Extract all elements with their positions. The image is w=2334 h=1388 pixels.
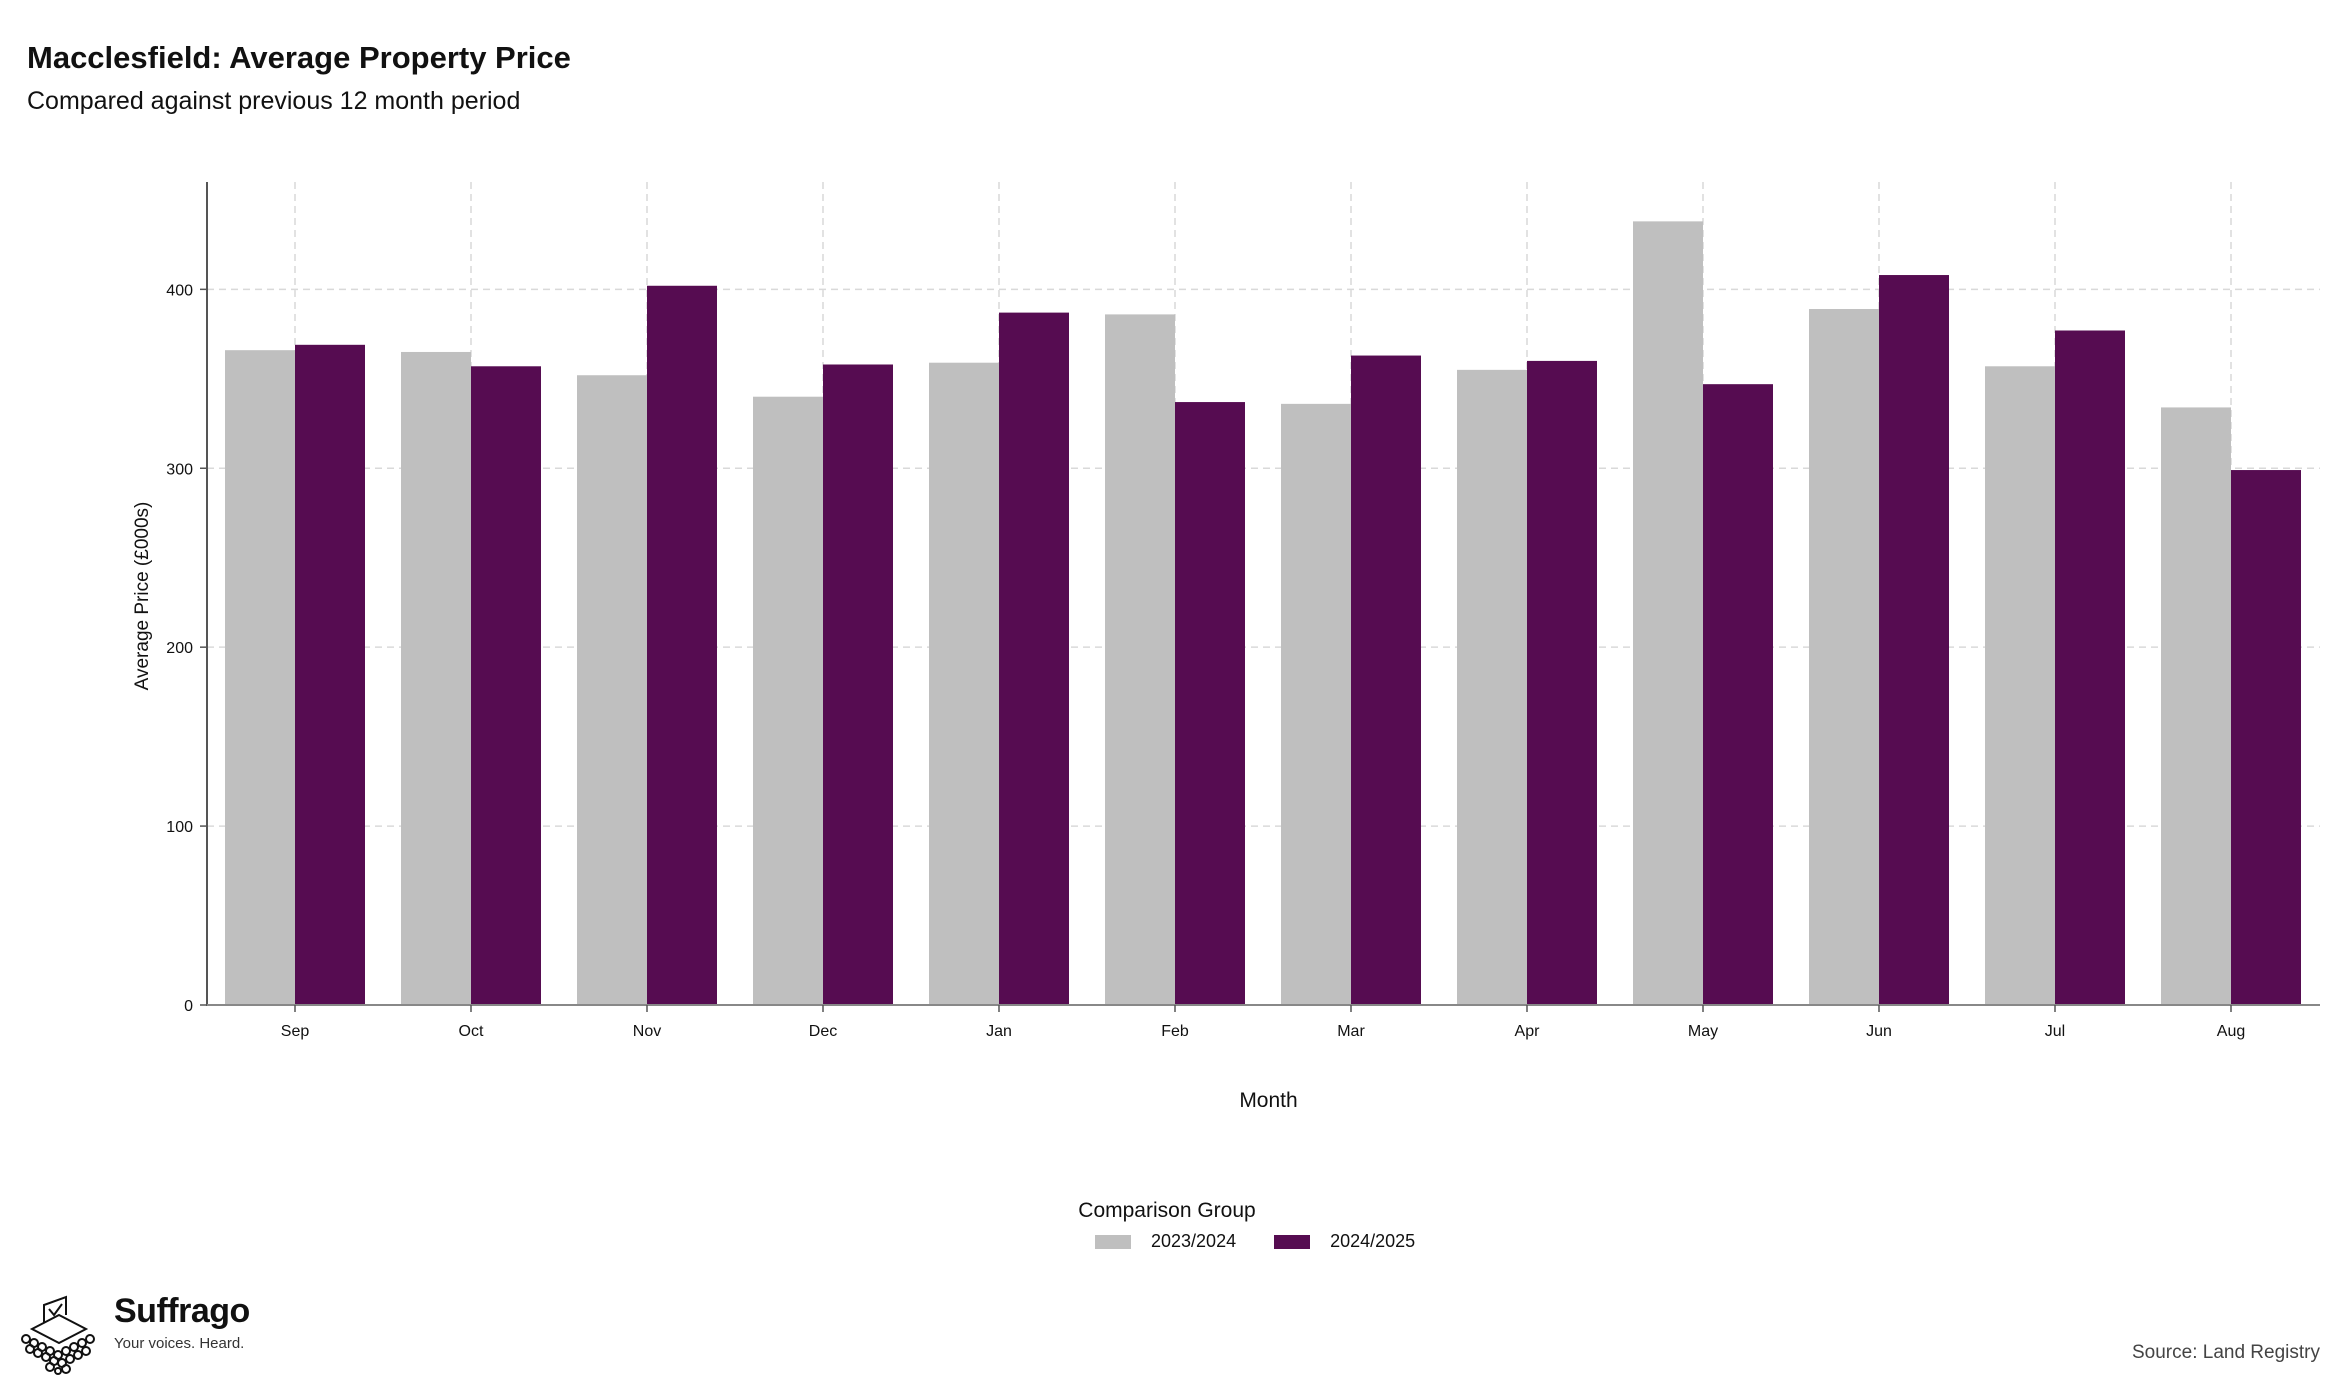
legend: 2023/2024 2024/2025	[1095, 1231, 1453, 1252]
legend-label-2024-2025: 2024/2025	[1330, 1231, 1416, 1251]
y-tick-label: 300	[166, 461, 193, 478]
x-tick-label: Aug	[2217, 1023, 2245, 1040]
x-tick-label: Mar	[1337, 1023, 1365, 1040]
x-tick-label: Sep	[281, 1023, 310, 1040]
bar-2024-2025-dec	[823, 364, 893, 1005]
y-tick-label: 100	[166, 819, 193, 836]
x-axis-title: Month	[1239, 1089, 1297, 1112]
x-tick-label: Jul	[2045, 1023, 2065, 1040]
bar-2024-2025-mar	[1351, 355, 1421, 1005]
bar-2024-2025-jul	[2055, 330, 2125, 1006]
y-tick-label: 200	[166, 640, 193, 657]
x-tick-label: May	[1688, 1023, 1718, 1040]
bar-2024-2025-aug	[2231, 470, 2301, 1005]
bar-2023-2024-dec	[753, 396, 823, 1005]
legend-title: Comparison Group	[1078, 1199, 1256, 1222]
x-tick-label: Feb	[1161, 1023, 1189, 1040]
x-tick-label: Apr	[1515, 1023, 1541, 1040]
brand-name: Suffrago	[114, 1292, 250, 1330]
bar-2023-2024-oct	[401, 351, 471, 1005]
legend-label-2023-2024: 2023/2024	[1151, 1231, 1237, 1251]
bar-2024-2025-jun	[1879, 275, 1949, 1005]
bar-2023-2024-nov	[577, 375, 647, 1005]
bar-2023-2024-apr	[1457, 369, 1527, 1005]
bar-2024-2025-oct	[471, 366, 541, 1006]
chart-subtitle: Compared against previous 12 month perio…	[27, 87, 521, 115]
legend-item-2024-2025: 2024/2025	[1274, 1231, 1415, 1252]
bar-2023-2024-jan	[929, 362, 999, 1006]
source-note: Source: Land Registry	[2132, 1342, 2320, 1363]
legend-swatch-2024-2025	[1274, 1234, 1311, 1249]
bar-2023-2024-aug	[2161, 407, 2231, 1005]
bar-2024-2025-feb	[1175, 402, 1245, 1005]
bar-2023-2024-jul	[1985, 366, 2055, 1006]
legend-item-2023-2024: 2023/2024	[1095, 1231, 1236, 1252]
bar-2024-2025-nov	[647, 285, 717, 1006]
x-tick-label: Jun	[1866, 1023, 1892, 1040]
x-tick-label: Jan	[986, 1023, 1012, 1040]
bar-2024-2025-jan	[999, 312, 1069, 1005]
x-tick-label: Oct	[459, 1023, 484, 1040]
y-axis-title: Average Price (£000s)	[132, 502, 153, 691]
bar-2023-2024-mar	[1281, 403, 1351, 1005]
chart-title: Macclesfield: Average Property Price	[27, 40, 571, 75]
ballot-box-crowd-icon	[21, 1295, 95, 1375]
bar-2024-2025-may	[1703, 384, 1773, 1005]
brand-tagline: Your voices. Heard.	[114, 1335, 245, 1352]
y-tick-label: 400	[166, 282, 193, 299]
x-tick-label: Dec	[809, 1023, 837, 1040]
x-tick-label: Nov	[633, 1023, 661, 1040]
y-tick-label: 0	[184, 998, 193, 1015]
brand-logo: Suffrago Your voices. Heard.	[14, 1293, 250, 1375]
bar-2023-2024-feb	[1105, 314, 1175, 1006]
bar-2023-2024-jun	[1809, 309, 1879, 1005]
bar-2023-2024-may	[1633, 221, 1703, 1006]
bar-2024-2025-sep	[295, 344, 365, 1005]
bar-2024-2025-apr	[1527, 360, 1597, 1005]
legend-swatch-2023-2024	[1095, 1234, 1131, 1249]
bar-2023-2024-sep	[225, 350, 295, 1006]
